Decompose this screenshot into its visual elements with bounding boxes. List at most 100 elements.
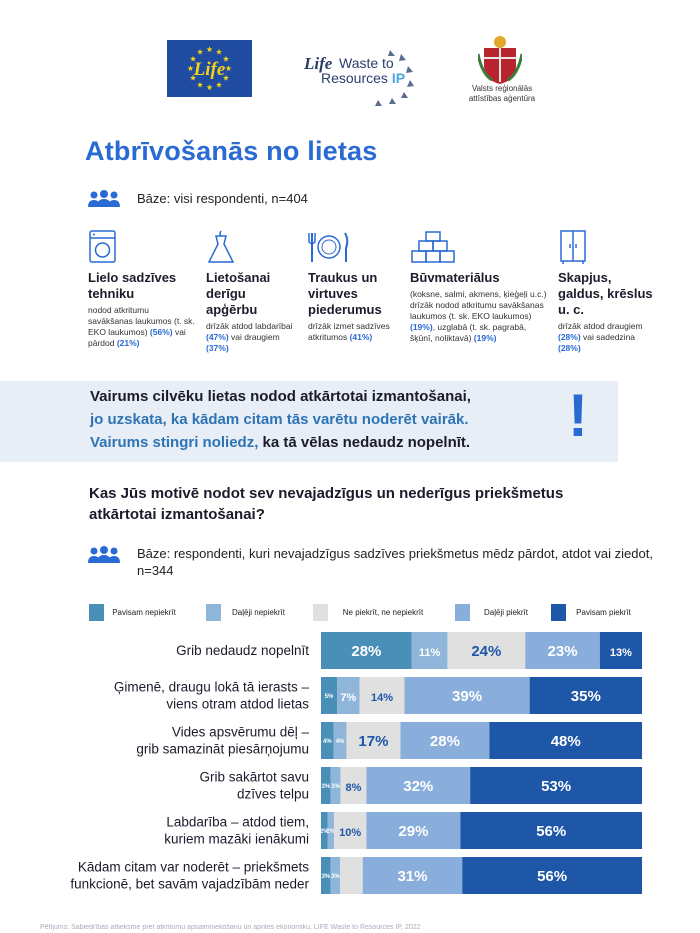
row-label: Vides apsvērumu dēļ – grib samazināt pies…: [136, 725, 309, 757]
project-logo-life: Life: [304, 54, 333, 73]
bar-segment: [366, 767, 471, 804]
category-title: Skapjus, galdus, krēslus u. c.: [558, 270, 653, 317]
project-logo-ip: IP: [391, 70, 406, 86]
category-furniture: Skapjus, galdus, krēslus u. c. drīzāk at…: [558, 230, 658, 354]
category-title: Būvmateriālus: [410, 270, 500, 285]
data-label: 7%: [340, 692, 356, 704]
bar-segment: [340, 767, 367, 804]
survey-question: Kas Jūs motivē nodot sev nevajadzīgus un…: [89, 485, 564, 523]
bar-segment: [333, 812, 367, 849]
data-label: 17%: [358, 733, 388, 750]
bar-segment: [359, 677, 405, 714]
bar-segment: [599, 632, 642, 669]
category-title: Lietošanai derīgu apģērbu: [206, 270, 271, 317]
eu-star: [225, 65, 232, 72]
eu-stars-icon: [187, 46, 232, 91]
data-label: 29%: [398, 823, 428, 840]
data-label: 2%: [326, 829, 335, 835]
data-label: 56%: [537, 868, 567, 885]
eu-star: [197, 81, 203, 88]
base-subset-respondents: Bāze: respondenti, kuri nevajadzīgus sad…: [137, 546, 653, 578]
bar-segment: [321, 722, 334, 759]
legend-label: Daļēji nepiekrīt: [232, 608, 285, 617]
eu-star: [206, 46, 213, 53]
data-label: 3%: [331, 784, 340, 790]
data-label: 4%: [323, 739, 332, 745]
category-desc: nodod atkritumu savākšanas laukumos (t. …: [88, 305, 195, 348]
bar-segment: [404, 677, 530, 714]
data-label: 2%: [320, 829, 329, 835]
bar-segment: [333, 722, 347, 759]
row-label: Grib nedaudz nopelnīt: [176, 643, 309, 658]
bar-segment: [411, 632, 448, 669]
waste-to-resources-logo: [298, 46, 423, 106]
bar-segment: [321, 677, 338, 714]
bar-segment: [340, 857, 363, 894]
data-label: 4%: [336, 739, 345, 745]
data-label: 5%: [325, 694, 334, 700]
bar-segment: [460, 812, 642, 849]
bar-segment: [346, 722, 401, 759]
category-desc: (koksne, salmi, akmens, ķieģeļi u.c.) dr…: [410, 289, 547, 343]
agency-name: Valsts reģionālās attīstības aģentūra: [446, 84, 558, 104]
recycle-triangles-icon: [375, 50, 414, 106]
legend-item-1: Pavisam nepiekrīt: [89, 604, 184, 621]
category-tableware: Traukus un virtuves piederumus drīzāk iz…: [308, 230, 400, 343]
bar-segment: [525, 632, 600, 669]
category-appliances: Lielo sadzīves tehniku nodod atkritumu s…: [88, 230, 196, 349]
legend-swatch: [455, 604, 470, 621]
eu-star: [197, 48, 203, 55]
project-logo-line2: Resources: [321, 70, 388, 86]
eu-star: [216, 81, 222, 88]
bar-segment: [321, 857, 331, 894]
eu-star: [216, 48, 222, 55]
legend-item-3: Ne piekrīt, ne nepiekrīt: [313, 604, 438, 621]
bar-segment: [366, 812, 461, 849]
legend-label: Pavisam nepiekrīt: [112, 608, 176, 617]
row-label: Grib sakārtot savu dzīves telpu: [199, 770, 309, 802]
data-label: 35%: [571, 688, 601, 705]
people-icon: [87, 546, 121, 569]
bar-segment: [447, 632, 526, 669]
row-label: Kādam citam var noderēt – priekšmets funk…: [70, 860, 309, 892]
eu-star: [190, 55, 197, 62]
bar-segment: [529, 677, 642, 714]
bar-segment: [489, 722, 642, 759]
eu-life-logo: Life: [167, 40, 252, 97]
source-footnote: Pētījums: Sabiedrības attieksme pret atk…: [40, 924, 421, 931]
bar-segment: [321, 632, 412, 669]
data-label: 10%: [339, 827, 361, 839]
category-title: Traukus un virtuves piederumus: [308, 270, 382, 317]
exclamation-icon: !: [568, 382, 588, 449]
banner-line-3b: ka tā vēlas nedaudz nopelnīt.: [258, 434, 471, 451]
banner-line-3: Vairums stingri noliedz, ka tā vēlas ned…: [90, 433, 470, 453]
people-icon: [87, 190, 121, 213]
legend-label: Daļēji piekrīt: [483, 608, 528, 617]
data-label: 24%: [471, 643, 501, 660]
data-label: 3%: [321, 874, 330, 880]
agency-name-line2: attīstības aģentūra: [468, 94, 536, 103]
data-label: 3%: [322, 784, 331, 790]
bar-segment: [330, 857, 341, 894]
data-label: 3%: [331, 874, 340, 880]
bar-segment: [470, 767, 642, 804]
legend-swatch: [313, 604, 328, 621]
data-label: 53%: [541, 778, 571, 795]
legend-item-4: Daļēji piekrīt: [455, 604, 542, 621]
banner-line-1: Vairums cilvēku lietas nodod atkārtotai …: [90, 388, 471, 405]
bar-segment: [400, 722, 490, 759]
project-logo-line1: Waste to: [339, 55, 394, 71]
tableware-icon: [308, 230, 349, 264]
base-all-respondents: Bāze: visi respondenti, n=404: [137, 191, 308, 206]
motivation-stacked-bar-chart: Grib nedaudz nopelnīt 28% 11% 24% 23% 13% Ģime…: [70, 632, 642, 894]
category-desc: drīzāk atdod labdarībai (47%) vai draugi…: [206, 321, 293, 353]
category-desc: drīzāk izmet sadzīves atkritumos (41%): [308, 321, 390, 342]
eu-logo-text: Life: [193, 59, 226, 80]
legend-item-5: Pavisam piekrīt: [551, 604, 641, 621]
wardrobe-icon: [558, 230, 588, 264]
bar-segment: [462, 857, 642, 894]
banner-line-3a: Vairums stingri noliedz,: [90, 434, 259, 451]
data-label: 31%: [397, 868, 427, 885]
legend-swatch: [551, 604, 566, 621]
legend-label: Ne piekrīt, ne nepiekrīt: [342, 608, 424, 617]
